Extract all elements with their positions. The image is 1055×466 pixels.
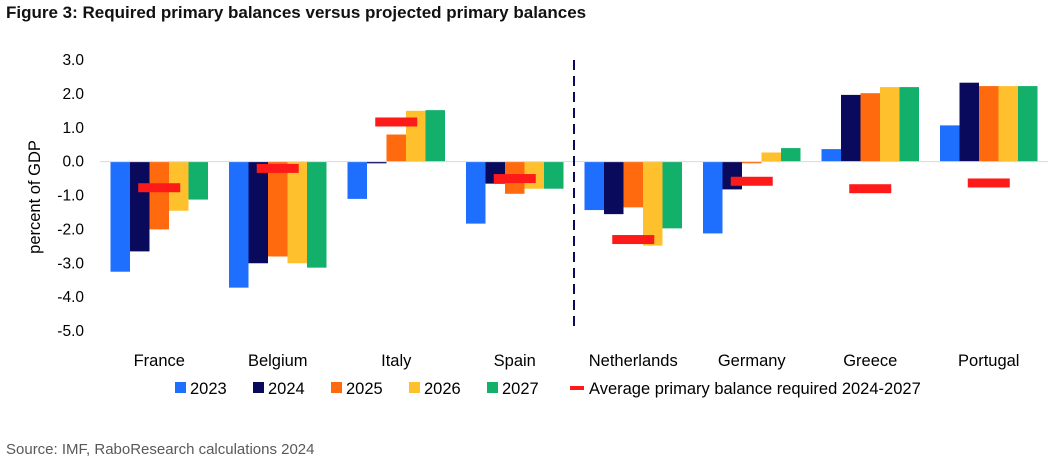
category-label: Netherlands	[589, 352, 678, 370]
legend-swatch	[487, 382, 498, 393]
bar	[386, 134, 406, 162]
bar	[662, 161, 682, 229]
bar	[761, 152, 781, 162]
bar	[742, 161, 762, 164]
bar	[110, 161, 130, 272]
legend-label: 2025	[346, 380, 383, 398]
legend-swatch	[409, 382, 420, 393]
y-tick-label: 1.0	[62, 120, 84, 137]
bar	[130, 161, 150, 252]
category-label: France	[134, 352, 185, 370]
category-label: Germany	[718, 352, 787, 370]
y-tick-label: 0.0	[62, 154, 84, 171]
required-marker	[730, 176, 773, 186]
bar	[781, 148, 801, 162]
legend: 2023 2024 2025 2026 2027 Average primary bala…	[175, 380, 921, 398]
bar	[940, 125, 960, 162]
bars	[110, 82, 1038, 288]
legend-swatch	[570, 386, 584, 390]
required-marker	[493, 174, 536, 184]
required-marker	[138, 183, 181, 193]
category-label: Belgium	[248, 352, 308, 370]
source-note: Source: IMF, RaboResearch calculations 2…	[6, 441, 315, 458]
legend-label: 2026	[424, 380, 461, 398]
y-tick-label: -2.0	[57, 221, 84, 238]
bar	[347, 161, 367, 199]
bar	[604, 161, 624, 215]
legend-label: 2024	[268, 380, 305, 398]
legend-label: 2023	[190, 380, 227, 398]
bar	[367, 161, 387, 164]
legend-label: 2027	[502, 380, 539, 398]
bar	[229, 161, 249, 288]
y-tick-label: 3.0	[62, 52, 84, 69]
y-tick-label: -5.0	[57, 323, 84, 340]
legend-swatch	[253, 382, 264, 393]
legend-label: Average primary balance required 2024-20…	[589, 380, 921, 398]
bar	[584, 161, 604, 211]
bar	[544, 161, 564, 189]
category-label: Italy	[381, 352, 412, 370]
category-label: Portugal	[958, 352, 1019, 370]
y-axis-label: percent of GDP	[26, 140, 44, 254]
bar	[307, 161, 327, 268]
bar	[860, 93, 880, 162]
bar	[959, 82, 979, 162]
x-axis-categories: France Belgium Italy Spain Netherlands German…	[134, 352, 1020, 370]
required-marker	[256, 163, 299, 173]
bar	[466, 161, 486, 224]
chart-title: Figure 3: Required primary balances vers…	[6, 3, 587, 22]
legend-swatch	[175, 382, 186, 393]
bar	[703, 161, 723, 234]
bar	[248, 161, 268, 264]
y-tick-label: -3.0	[57, 255, 84, 272]
bar	[821, 149, 841, 162]
bar	[841, 94, 861, 162]
bar	[998, 86, 1018, 162]
bar	[899, 87, 919, 162]
category-label: Spain	[494, 352, 536, 370]
y-tick-label: 2.0	[62, 86, 84, 103]
bar	[1018, 86, 1038, 162]
bar	[880, 87, 900, 162]
y-tick-label: -4.0	[57, 289, 84, 306]
bar	[287, 161, 307, 264]
bar	[643, 161, 663, 246]
required-marker	[612, 235, 655, 245]
bar	[149, 161, 169, 230]
y-tick-label: -1.0	[57, 188, 84, 205]
bar	[979, 86, 999, 162]
required-marker	[967, 178, 1010, 188]
y-axis-ticks: -5.0 -4.0 -3.0 -2.0 -1.0 0.0 1.0 2.0 3.0	[57, 52, 84, 340]
bar	[623, 161, 643, 208]
bar	[188, 161, 208, 200]
legend-swatch	[331, 382, 342, 393]
bar	[268, 161, 288, 257]
bar	[425, 110, 445, 162]
required-markers	[138, 117, 1010, 245]
required-marker	[375, 117, 418, 127]
category-label: Greece	[843, 352, 897, 370]
required-marker	[849, 184, 892, 194]
